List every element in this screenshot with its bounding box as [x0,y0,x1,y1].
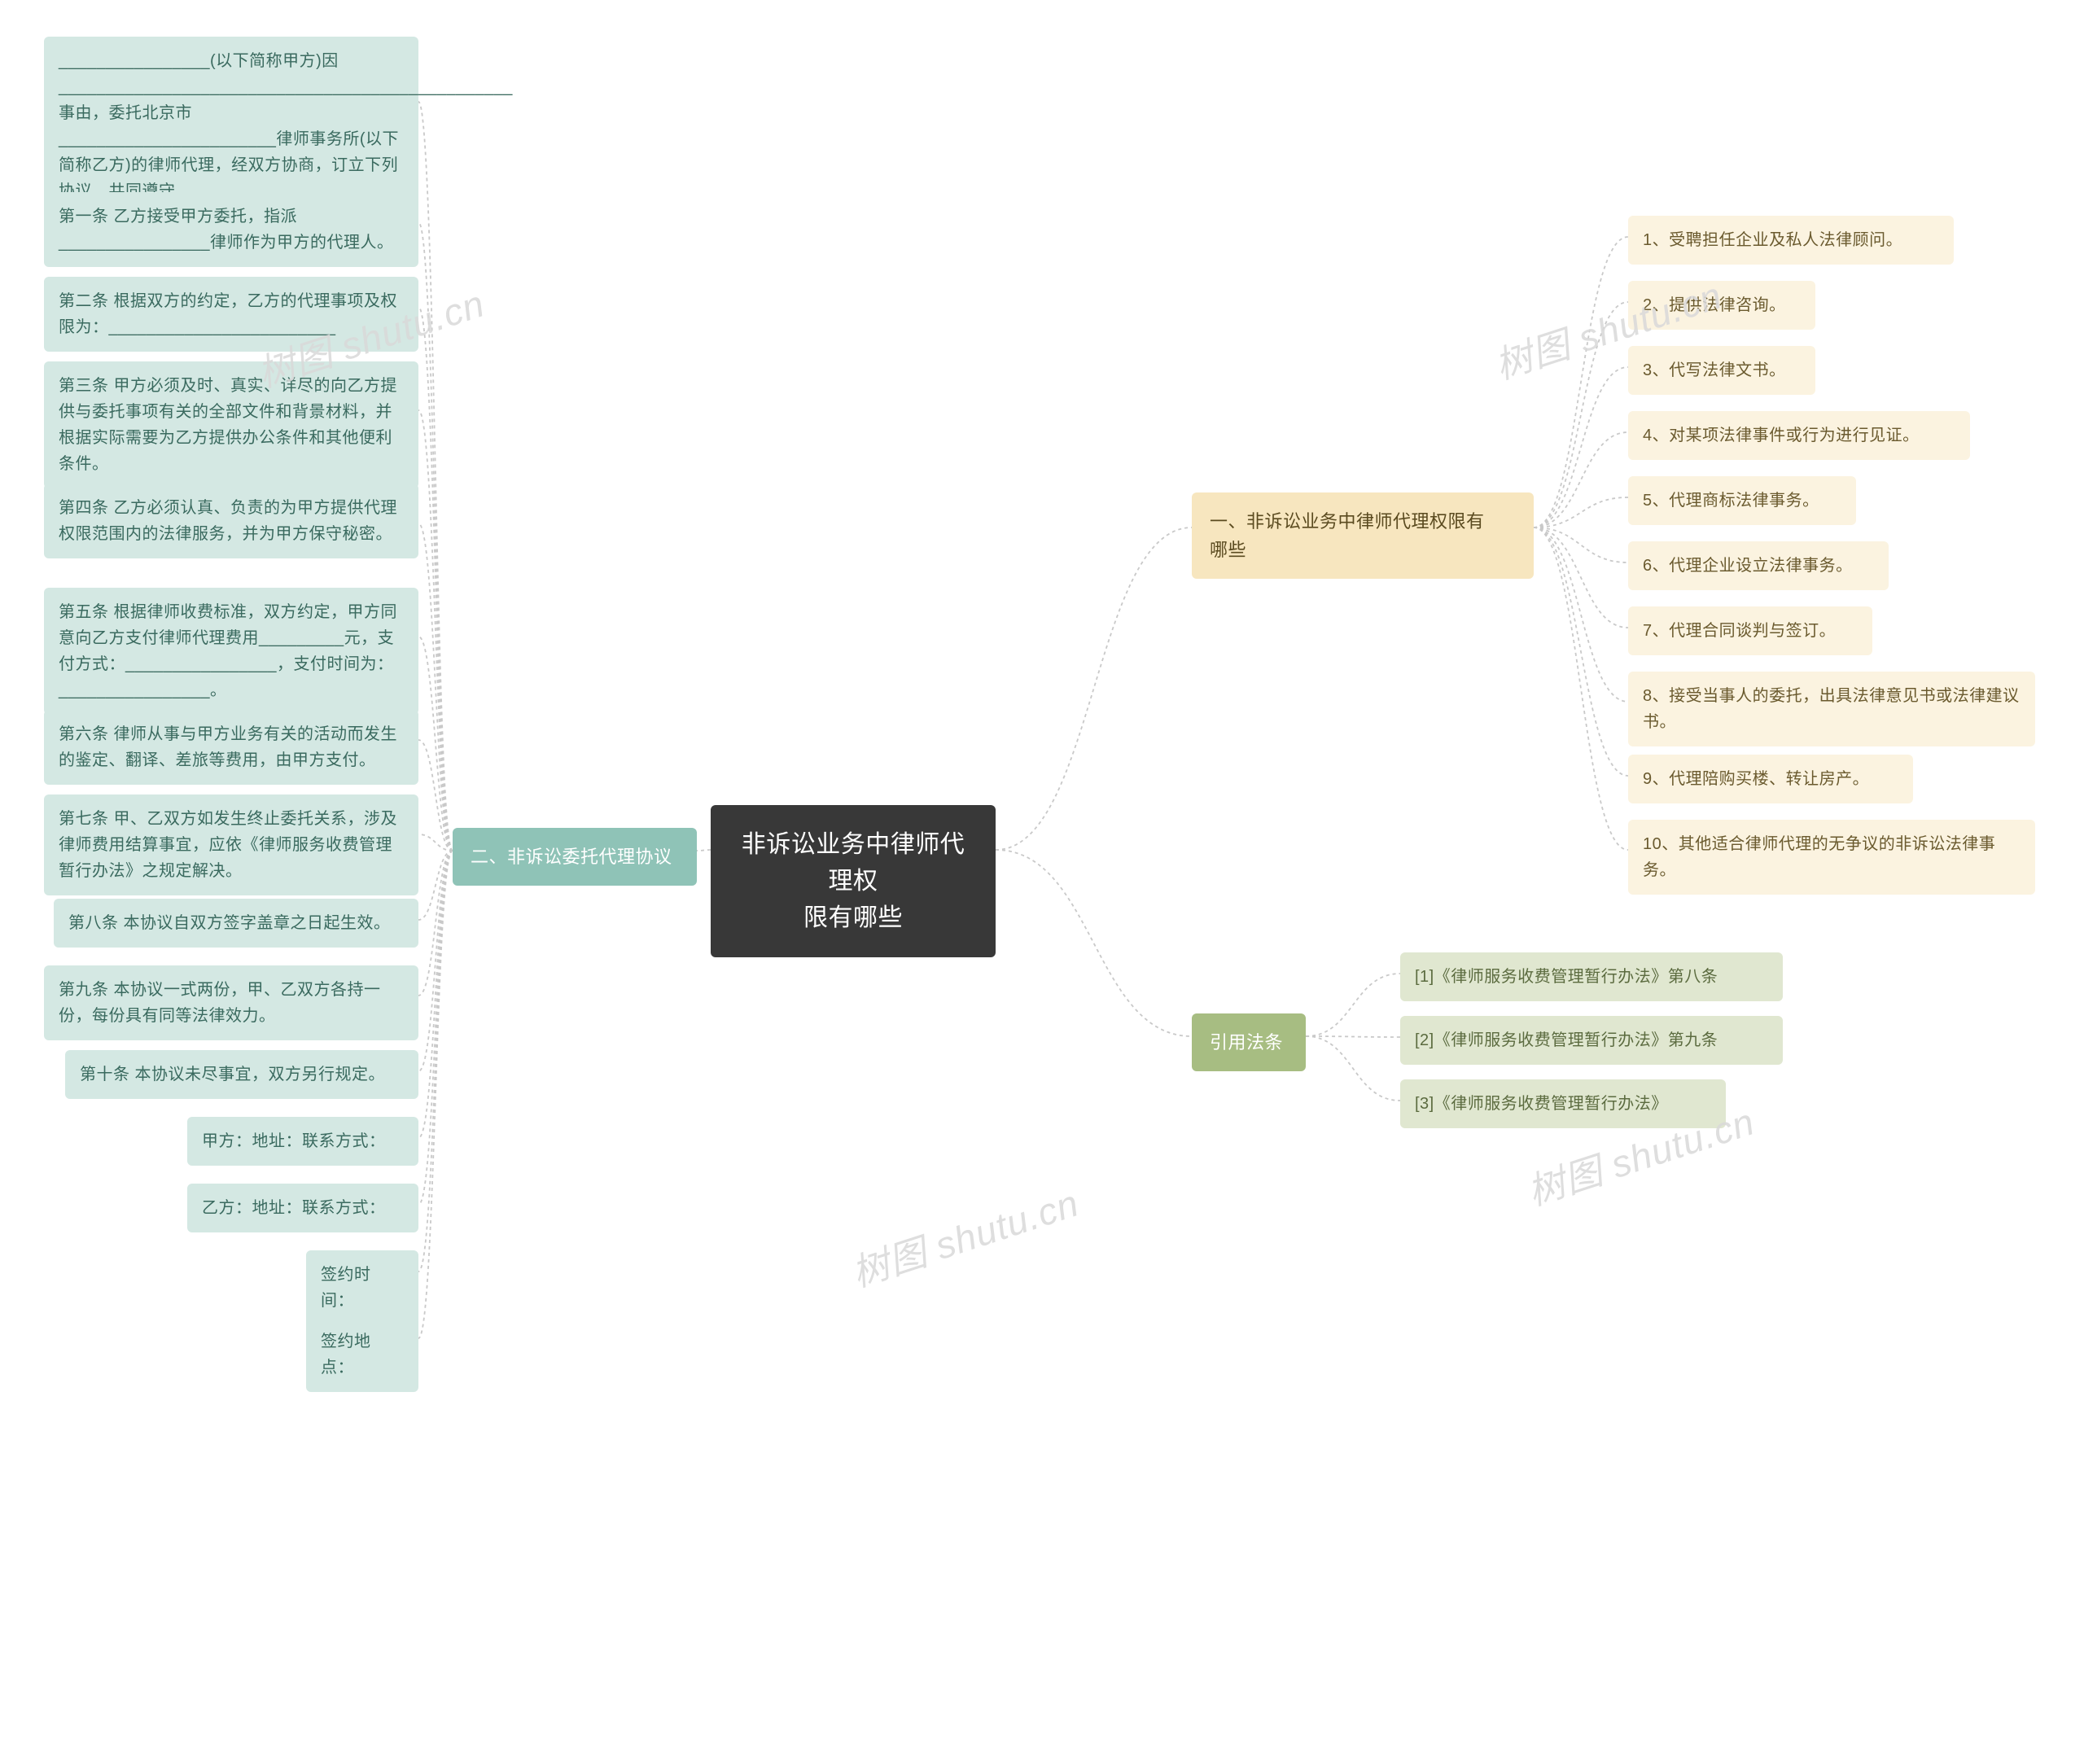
leaf-node: [3]《律师服务收费管理暂行办法》 [1400,1079,1726,1128]
leaf-text: [3]《律师服务收费管理暂行办法》 [1415,1095,1668,1113]
leaf-text: 签约时间： [321,1266,371,1310]
mindmap-root: 非诉讼业务中律师代理权 限有哪些 [711,805,996,957]
branch-label: 哪些 [1210,536,1516,564]
leaf-node: [1]《律师服务收费管理暂行办法》第八条 [1400,952,1783,1001]
leaf-text: 第六条 律师从事与甲方业务有关的活动而发生的鉴定、翻译、差旅等费用，由甲方支付。 [59,725,397,769]
branch-node: 引用法条 [1192,1013,1306,1071]
leaf-text: 乙方：地址：联系方式： [202,1199,386,1217]
leaf-text: 1、受聘担任企业及私人法律顾问。 [1643,231,1902,249]
leaf-text: [2]《律师服务收费管理暂行办法》第九条 [1415,1031,1718,1049]
leaf-node: 5、代理商标法律事务。 [1628,476,1856,525]
leaf-node: 1、受聘担任企业及私人法律顾问。 [1628,216,1954,265]
leaf-node: 第二条 根据双方的约定，乙方的代理事项及权限为：________________… [44,277,418,352]
leaf-node: 第四条 乙方必须认真、负责的为甲方提供代理权限范围内的法律服务，并为甲方保守秘密… [44,484,418,558]
leaf-node: 7、代理合同谈判与签订。 [1628,606,1872,655]
root-title-line1: 非诉讼业务中律师代理权 [735,826,971,900]
leaf-node: ________________(以下简称甲方)因_______________… [44,37,418,216]
leaf-text: 第五条 根据律师收费标准，双方约定，甲方同意向乙方支付律师代理费用_______… [59,603,397,699]
leaf-node: 乙方：地址：联系方式： [187,1184,418,1232]
leaf-text: 5、代理商标法律事务。 [1643,492,1819,510]
leaf-text: 10、其他适合律师代理的无争议的非诉讼法律事务。 [1643,835,1995,879]
leaf-text: 2、提供法律咨询。 [1643,296,1786,314]
watermark: 树图 shutu.cn [844,1174,1085,1298]
branch-label: 一、非诉讼业务中律师代理权限有 [1210,507,1516,536]
leaf-text: 第三条 甲方必须及时、真实、详尽的向乙方提供与委托事项有关的全部文件和背景材料，… [59,377,397,473]
leaf-text: 6、代理企业设立法律事务。 [1643,557,1853,575]
leaf-node: 第六条 律师从事与甲方业务有关的活动而发生的鉴定、翻译、差旅等费用，由甲方支付。 [44,710,418,785]
leaf-text: 第四条 乙方必须认真、负责的为甲方提供代理权限范围内的法律服务，并为甲方保守秘密… [59,499,397,543]
branch-node: 一、非诉讼业务中律师代理权限有哪些 [1192,492,1534,579]
leaf-node: 第一条 乙方接受甲方委托，指派________________律师作为甲方的代理… [44,192,418,267]
leaf-text: 第八条 本协议自双方签字盖章之日起生效。 [68,914,391,932]
leaf-node: 第十条 本协议未尽事宜，双方另行规定。 [65,1050,418,1099]
leaf-node: 第九条 本协议一式两份，甲、乙双方各持一份，每份具有同等法律效力。 [44,965,418,1040]
leaf-text: 第九条 本协议一式两份，甲、乙双方各持一份，每份具有同等法律效力。 [59,981,381,1025]
leaf-text: 9、代理陪购买楼、转让房产。 [1643,770,1869,788]
root-title-line2: 限有哪些 [735,900,971,936]
leaf-text: 4、对某项法律事件或行为进行见证。 [1643,427,1920,444]
leaf-node: 第七条 甲、乙双方如发生终止委托关系，涉及律师费用结算事宜，应依《律师服务收费管… [44,794,418,895]
leaf-text: 3、代写法律文书。 [1643,361,1786,379]
leaf-node: 第三条 甲方必须及时、真实、详尽的向乙方提供与委托事项有关的全部文件和背景材料，… [44,361,418,488]
leaf-text: 第二条 根据双方的约定，乙方的代理事项及权限为：________________… [59,292,397,336]
leaf-node: 签约时间： [306,1250,418,1325]
branch-label: 二、非诉讼委托代理协议 [471,843,679,871]
leaf-text: 第七条 甲、乙双方如发生终止委托关系，涉及律师费用结算事宜，应依《律师服务收费管… [59,810,397,880]
leaf-text: 签约地点： [321,1333,371,1377]
leaf-text: 甲方：地址：联系方式： [202,1132,386,1150]
leaf-node: 签约地点： [306,1317,418,1392]
leaf-node: 4、对某项法律事件或行为进行见证。 [1628,411,1970,460]
leaf-text: [1]《律师服务收费管理暂行办法》第八条 [1415,968,1718,986]
leaf-node: 第五条 根据律师收费标准，双方约定，甲方同意向乙方支付律师代理费用_______… [44,588,418,715]
leaf-node: 10、其他适合律师代理的无争议的非诉讼法律事务。 [1628,820,2035,895]
leaf-node: 8、接受当事人的委托，出具法律意见书或法律建议书。 [1628,672,2035,746]
leaf-node: 第八条 本协议自双方签字盖章之日起生效。 [54,899,418,948]
branch-label: 引用法条 [1210,1028,1288,1057]
leaf-text: 第一条 乙方接受甲方委托，指派________________律师作为甲方的代理… [59,208,393,252]
leaf-node: 2、提供法律咨询。 [1628,281,1815,330]
leaf-text: 7、代理合同谈判与签订。 [1643,622,1836,640]
leaf-node: 3、代写法律文书。 [1628,346,1815,395]
leaf-node: 甲方：地址：联系方式： [187,1117,418,1166]
leaf-node: 6、代理企业设立法律事务。 [1628,541,1889,590]
leaf-text: 8、接受当事人的委托，出具法律意见书或法律建议书。 [1643,687,2020,731]
branch-node: 二、非诉讼委托代理协议 [453,828,697,886]
leaf-node: 9、代理陪购买楼、转让房产。 [1628,755,1913,803]
leaf-node: [2]《律师服务收费管理暂行办法》第九条 [1400,1016,1783,1065]
leaf-text: ________________(以下简称甲方)因_______________… [59,52,513,200]
leaf-text: 第十条 本协议未尽事宜，双方另行规定。 [80,1066,385,1083]
